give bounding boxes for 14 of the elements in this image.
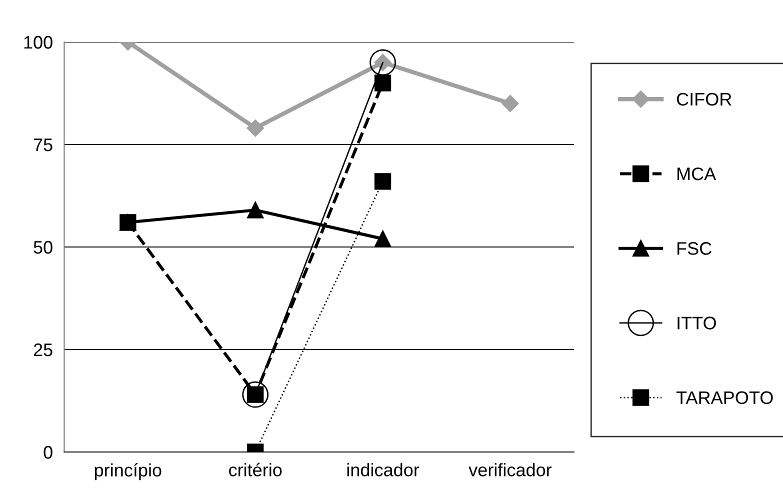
y-tick-label: 100 [24,36,52,49]
y-tick-label: 50 [34,240,52,254]
legend-label: ITTO [678,316,716,330]
legend-label: CIFOR [676,92,732,106]
y-tick-label: 75 [34,138,52,152]
legend-label: TARAPOTO [676,391,773,404]
legend-label: MCA [678,167,716,180]
x-tick-label: princípio [94,463,162,480]
legend-label: FSC [678,242,712,255]
y-tick-label: 25 [34,343,52,356]
x-tick-label: critério [229,462,282,476]
x-tick-label: verificador [468,463,552,476]
x-tick-label: indicador [347,463,420,476]
y-tick-label: 0 [44,446,52,459]
